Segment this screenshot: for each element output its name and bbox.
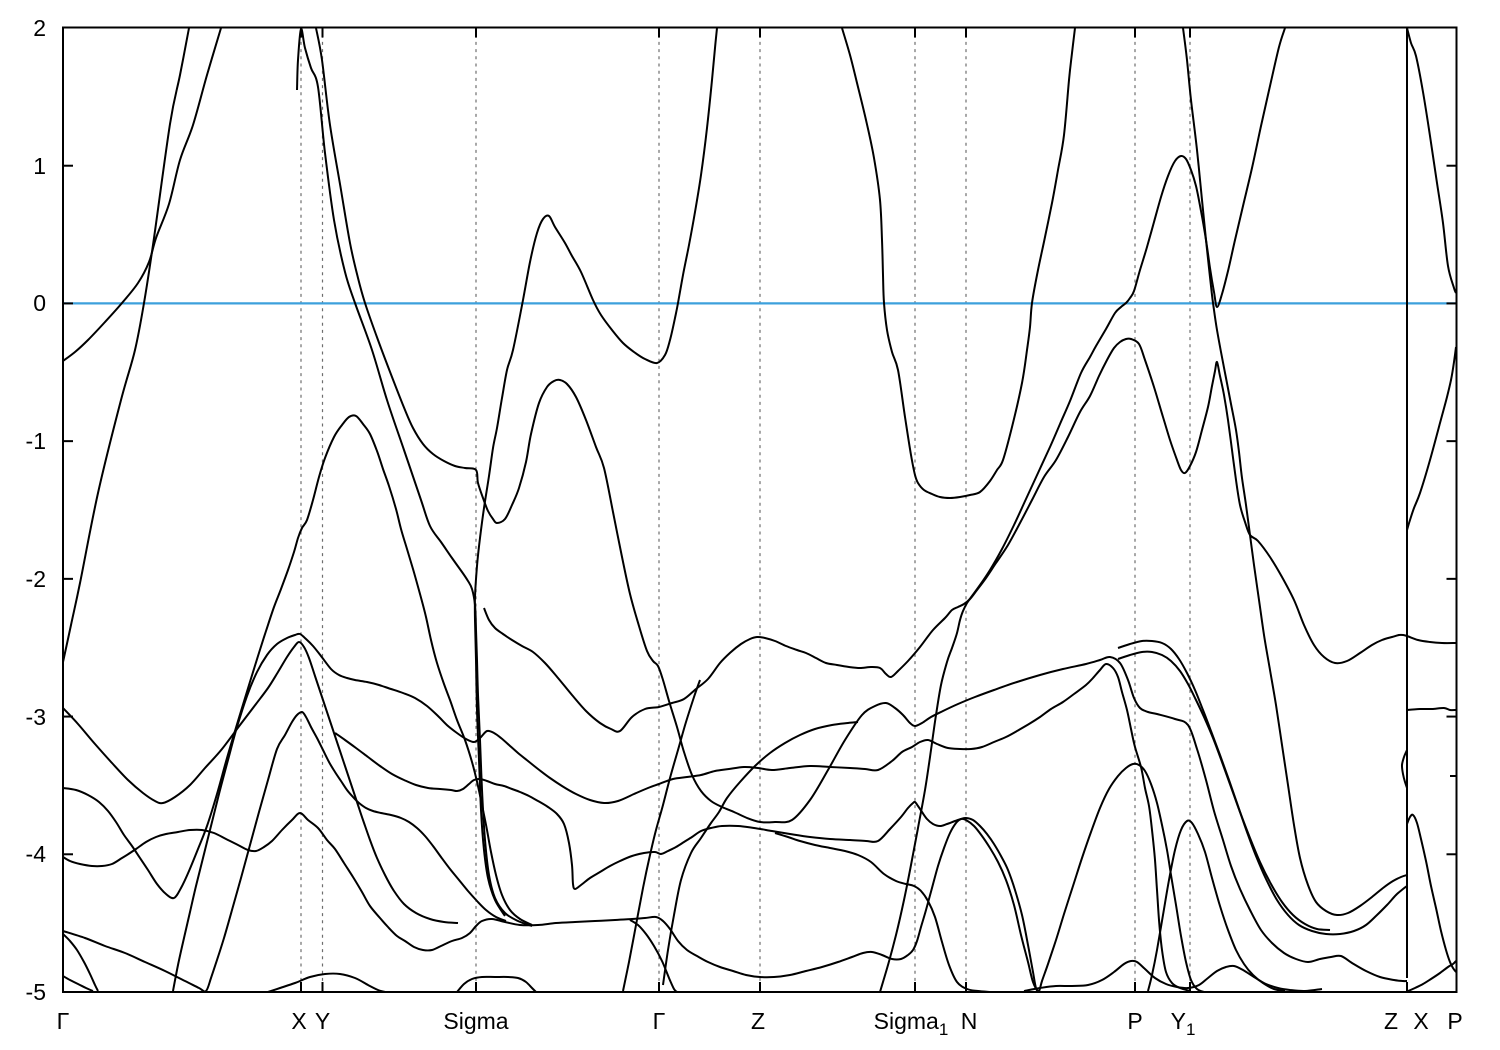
svg-text:-1: -1	[26, 428, 46, 454]
svg-text:-2: -2	[26, 566, 46, 592]
svg-text:1: 1	[33, 153, 46, 179]
svg-text:Y: Y	[315, 1008, 330, 1034]
svg-text:P: P	[1127, 1008, 1142, 1034]
svg-text:Sigma1: Sigma1	[874, 1008, 949, 1039]
svg-text:Sigma: Sigma	[443, 1008, 508, 1034]
svg-text:Z: Z	[1384, 1008, 1398, 1034]
svg-text:N: N	[961, 1008, 978, 1034]
svg-text:-5: -5	[26, 979, 46, 1005]
svg-text:Γ: Γ	[653, 1008, 666, 1034]
svg-text:P: P	[1447, 1008, 1462, 1034]
svg-text:-4: -4	[26, 841, 47, 867]
svg-text:2: 2	[33, 15, 46, 41]
svg-text:Z: Z	[751, 1008, 765, 1034]
svg-text:0: 0	[33, 290, 46, 316]
svg-text:X: X	[291, 1008, 306, 1034]
svg-text:Γ: Γ	[57, 1008, 70, 1034]
svg-text:X: X	[1413, 1008, 1428, 1034]
svg-text:-3: -3	[26, 704, 46, 730]
